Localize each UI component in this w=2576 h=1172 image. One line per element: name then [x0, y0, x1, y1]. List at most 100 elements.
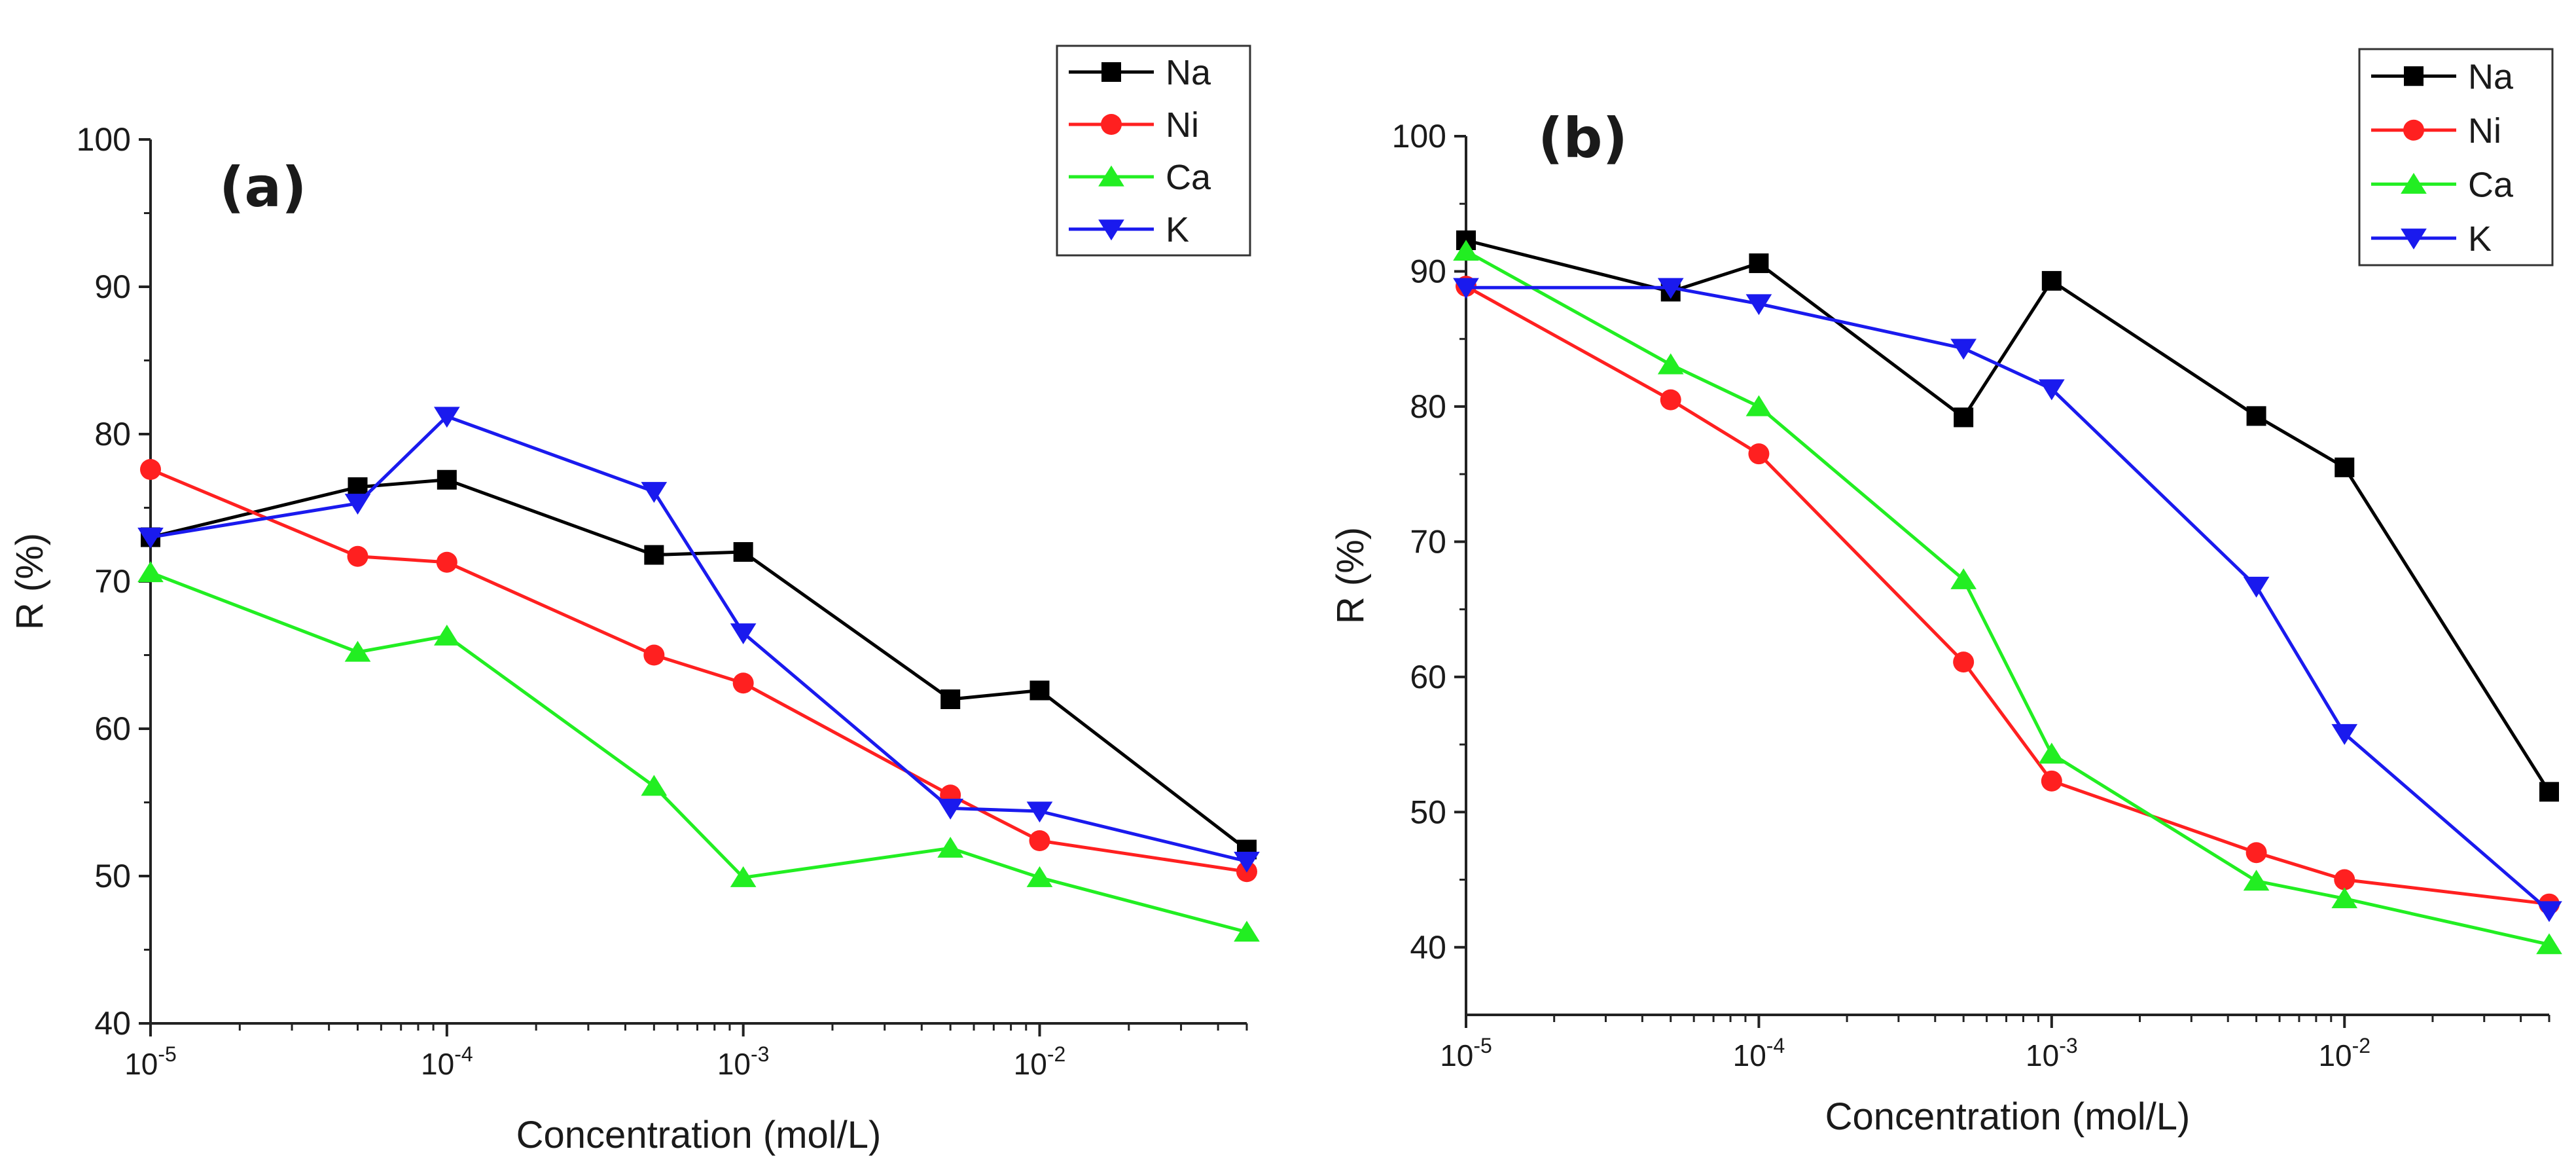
data-point-ni: [140, 459, 161, 480]
series-line-ca: [1465, 249, 2550, 947]
x-tick-label: 10-3: [717, 1042, 770, 1081]
legend-marker: [2403, 119, 2424, 141]
data-point-na: [2539, 782, 2559, 802]
legend-box: [2358, 48, 2554, 266]
series-line-na: [1465, 238, 2551, 793]
legend-marker: [2401, 173, 2427, 194]
y-tick-label: 90: [94, 268, 131, 305]
data-point-na: [2334, 457, 2355, 477]
x-tick-label: 10-2: [1014, 1042, 1066, 1081]
y-tick-label: 80: [1410, 388, 1446, 425]
legend-marker: [1098, 219, 1124, 241]
data-point-k: [137, 527, 164, 549]
x-tick-exponent: -5: [1473, 1034, 1492, 1057]
y-tick-label: 40: [94, 1005, 131, 1042]
series-line-k: [150, 414, 1247, 863]
data-point-ni: [2041, 770, 2062, 792]
data-point-ca: [433, 625, 460, 646]
data-point-k: [937, 798, 964, 820]
legend-marker: [2404, 66, 2424, 86]
data-point-k: [1234, 851, 1260, 873]
y-tick-label: 70: [1410, 523, 1446, 560]
data-point-k: [1745, 294, 1772, 316]
data-point-k: [2331, 723, 2358, 745]
data-point-k: [1453, 278, 1479, 299]
data-point-ca: [2243, 870, 2270, 891]
y-tick-label: 50: [94, 858, 131, 894]
data-point-ni: [643, 644, 665, 666]
legend-label: K: [1166, 210, 1189, 249]
y-axis-label: R (%): [1329, 527, 1372, 624]
y-tick-label: 60: [94, 710, 131, 747]
data-point-k: [344, 494, 371, 515]
data-point-k: [730, 623, 757, 644]
series-line-k: [1466, 285, 2550, 912]
data-point-ca: [137, 561, 164, 583]
series-line-ni: [150, 467, 1247, 873]
legend-label: Na: [1166, 53, 1211, 92]
data-point-ni: [347, 545, 368, 567]
x-tick-label: 10-5: [124, 1042, 177, 1081]
y-axis-label: R (%): [9, 533, 51, 630]
data-point-ca: [1950, 568, 1977, 589]
y-tick-label: 100: [77, 121, 131, 158]
legend-label: K: [2468, 219, 2492, 259]
x-tick-exponent: -2: [2352, 1034, 2370, 1057]
panel-label: (a): [219, 155, 306, 219]
data-point-k: [433, 407, 460, 428]
data-point-ca: [1657, 353, 1684, 375]
series-k: [1453, 278, 2562, 923]
data-point-ca: [1026, 866, 1053, 887]
data-point-k: [2536, 901, 2562, 923]
data-point-ni: [732, 672, 754, 694]
series-ni: [1456, 276, 2560, 915]
legend: Na Ni Ca K: [2358, 48, 2554, 266]
data-point-na: [644, 545, 664, 565]
y-tick-label: 60: [1410, 659, 1446, 695]
data-point-ca: [937, 837, 964, 858]
series-ca: [137, 561, 1260, 942]
data-point-na: [2041, 270, 2062, 291]
series-line-ca: [150, 571, 1247, 934]
y-tick-label: 40: [1410, 929, 1446, 966]
y-tick-label: 80: [94, 416, 131, 452]
legend-label: Ca: [1166, 158, 1211, 197]
x-tick-label: 10-3: [2026, 1034, 2078, 1072]
data-point-ni: [1748, 443, 1770, 465]
data-point-na: [1954, 407, 1974, 428]
data-point-k: [1026, 801, 1053, 823]
legend-marker: [1101, 114, 1122, 135]
data-point-ca: [2039, 742, 2065, 764]
y-tick-label: 70: [94, 563, 131, 600]
x-tick-label: 10-4: [421, 1042, 473, 1081]
series-ni: [140, 459, 1257, 883]
data-point-ni: [1660, 389, 1681, 411]
x-axis-label: Concentration (mol/L): [516, 1114, 882, 1156]
data-point-k: [641, 482, 668, 503]
data-point-ca: [344, 640, 371, 662]
chart-panel-b: 40 50 60 70 80 90 100 10-5 10-4 10-3 10-2 Concentra…: [1329, 48, 2562, 1138]
panel-label: (b): [1538, 106, 1628, 170]
x-tick-exponent: -2: [1047, 1042, 1065, 1066]
data-point-ca: [2536, 933, 2562, 955]
series-line-na: [150, 478, 1248, 851]
data-point-ca: [1234, 921, 1260, 942]
data-point-na: [348, 477, 368, 497]
data-point-ni: [1953, 651, 1975, 673]
series-ca: [1453, 240, 2562, 955]
y-tick-label: 50: [1410, 794, 1446, 830]
data-point-k: [2039, 379, 2065, 401]
data-point-na: [733, 542, 753, 562]
chart-panel-a: 40 50 60 70 80 90 100 10-5 10-4 10-3 10-2 Concentra…: [9, 45, 1260, 1156]
data-point-ca: [2331, 887, 2358, 909]
y-tick-label: 90: [1410, 253, 1446, 289]
data-point-na: [437, 469, 457, 490]
x-tick-label: 10-5: [1440, 1034, 1492, 1072]
x-axis-label: Concentration (mol/L): [1825, 1095, 2191, 1138]
legend-label: Na: [2468, 57, 2514, 96]
x-tick-exponent: -5: [158, 1042, 176, 1066]
x-tick-exponent: -4: [1766, 1034, 1785, 1057]
data-point-ni: [2245, 842, 2267, 864]
x-tick-exponent: -3: [751, 1042, 769, 1066]
